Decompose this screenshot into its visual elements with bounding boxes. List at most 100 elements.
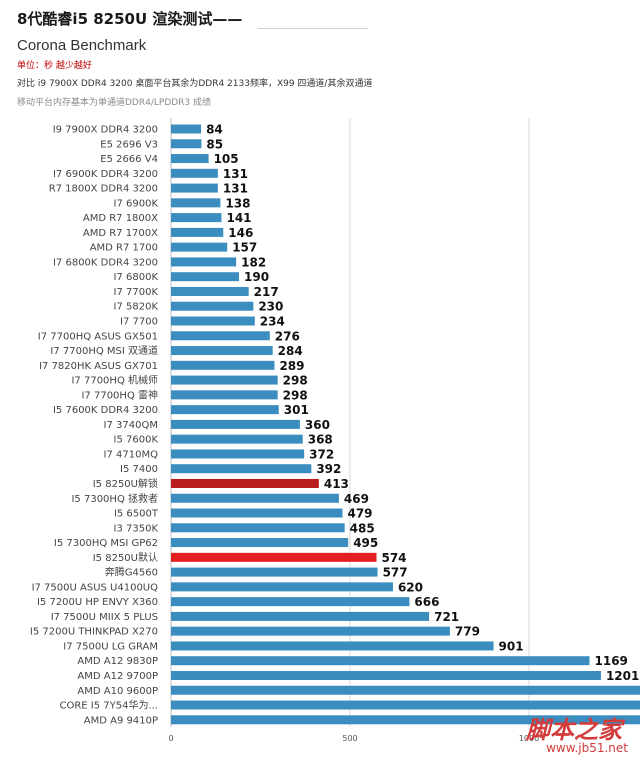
bar bbox=[171, 331, 270, 341]
bar bbox=[171, 597, 410, 607]
data-label: 298 bbox=[283, 374, 308, 388]
category-label: I7 7500U LG GRAM bbox=[63, 641, 158, 652]
data-label: 372 bbox=[309, 447, 334, 461]
bar bbox=[171, 316, 255, 326]
category-label: I5 8250U默认 bbox=[93, 551, 158, 564]
category-label: I5 7200U HP ENVY X360 bbox=[37, 597, 158, 608]
x-tick-label: 1000 bbox=[519, 734, 539, 743]
bar bbox=[171, 242, 228, 252]
category-label: I7 6800K bbox=[114, 272, 159, 283]
category-label: I5 7600K DDR4 3200 bbox=[53, 405, 158, 416]
bar bbox=[171, 213, 222, 223]
category-label: 奔腾G4560 bbox=[105, 566, 158, 579]
data-label: 301 bbox=[284, 403, 309, 417]
data-label: 1201 bbox=[606, 669, 639, 683]
bar bbox=[171, 493, 339, 503]
data-label: 779 bbox=[455, 625, 480, 639]
category-label: I5 7600K bbox=[114, 435, 159, 446]
bar bbox=[171, 715, 640, 725]
category-label: E5 2666 V4 bbox=[100, 154, 158, 165]
category-label: I7 7820HK ASUS GX701 bbox=[39, 361, 158, 372]
bar bbox=[171, 670, 601, 680]
category-label: E5 2696 V3 bbox=[100, 139, 158, 150]
page-title: 8代酷睿i5 8250U 渲染测试—— bbox=[17, 10, 243, 28]
category-label: I7 6800K DDR4 3200 bbox=[53, 257, 158, 268]
category-label: CORE I5 7Y54华为... bbox=[59, 699, 158, 712]
bar bbox=[171, 301, 254, 311]
bar bbox=[171, 552, 377, 562]
bar bbox=[171, 656, 590, 666]
category-label: I7 5820K bbox=[114, 302, 159, 313]
data-label: 469 bbox=[344, 492, 369, 506]
bar bbox=[171, 523, 345, 533]
category-label: AMD R7 1700X bbox=[83, 228, 158, 239]
category-label: I7 7700HQ 机械师 bbox=[71, 374, 158, 387]
bar bbox=[171, 582, 393, 592]
bar bbox=[171, 567, 378, 577]
data-label: 182 bbox=[241, 255, 266, 269]
category-label: I7 7700K bbox=[114, 287, 159, 298]
category-label: I5 7200U THINKPAD X270 bbox=[30, 627, 158, 638]
data-label: 234 bbox=[260, 315, 285, 329]
bar bbox=[171, 198, 221, 208]
data-label: 620 bbox=[398, 580, 423, 594]
bar bbox=[171, 257, 237, 267]
category-label: I7 7500U MIIX 5 PLUS bbox=[51, 612, 158, 623]
data-label: 131 bbox=[223, 182, 248, 196]
data-label: 84 bbox=[206, 123, 223, 137]
data-label: 413 bbox=[324, 477, 349, 491]
category-label: I9 7900X DDR4 3200 bbox=[53, 125, 158, 136]
data-label: 574 bbox=[381, 551, 406, 565]
mobile-platform-note: 移动平台内存基本为单通道DDR4/LPDDR3 成绩 bbox=[17, 98, 212, 108]
category-label: I7 7700HQ MSI 双通道 bbox=[50, 344, 158, 357]
data-label: 495 bbox=[353, 536, 378, 550]
category-label: I5 7300HQ 拯救者 bbox=[71, 492, 158, 505]
bar bbox=[171, 641, 494, 651]
data-label: 105 bbox=[214, 152, 239, 166]
bar bbox=[171, 286, 249, 296]
data-label: 190 bbox=[244, 270, 269, 284]
bar bbox=[171, 434, 303, 444]
bar bbox=[171, 390, 278, 400]
data-label: 666 bbox=[414, 595, 439, 609]
category-label: AMD A9 9410P bbox=[84, 715, 158, 726]
data-label: 1169 bbox=[595, 654, 628, 668]
data-label: 577 bbox=[383, 566, 408, 580]
bar bbox=[171, 685, 640, 695]
title-rule bbox=[258, 28, 368, 29]
bar bbox=[171, 227, 224, 237]
data-label: 368 bbox=[308, 433, 333, 447]
bar bbox=[171, 375, 278, 385]
x-tick-label: 0 bbox=[168, 734, 173, 743]
category-label: AMD A12 9700P bbox=[77, 671, 158, 682]
category-label: I5 8250U解锁 bbox=[93, 477, 158, 490]
category-label: I7 4710MQ bbox=[104, 449, 159, 460]
bar bbox=[171, 346, 273, 356]
bar bbox=[171, 508, 343, 518]
category-label: I7 7500U ASUS U4100UQ bbox=[32, 582, 159, 593]
bar bbox=[171, 272, 240, 282]
bar bbox=[171, 124, 202, 134]
data-label: 157 bbox=[232, 241, 257, 255]
category-label: AMD A10 9600P bbox=[77, 686, 158, 697]
data-label: 284 bbox=[278, 344, 303, 358]
category-label: I7 7700HQ ASUS GX501 bbox=[38, 331, 158, 342]
bar bbox=[171, 626, 450, 636]
data-label: 479 bbox=[347, 507, 372, 521]
category-label: I5 7400 bbox=[120, 464, 158, 475]
bar bbox=[171, 168, 218, 178]
data-label: 131 bbox=[223, 167, 248, 181]
data-label: 901 bbox=[499, 639, 524, 653]
category-label: I3 7350K bbox=[114, 523, 159, 534]
category-label: I7 3740QM bbox=[104, 420, 158, 431]
bar bbox=[171, 449, 305, 459]
data-label: 85 bbox=[206, 137, 223, 151]
watermark-logo: 脚本之家 bbox=[525, 715, 626, 744]
bar bbox=[171, 183, 218, 193]
data-label: 276 bbox=[275, 329, 300, 343]
category-label: AMD A12 9830P bbox=[77, 656, 158, 667]
category-label: I7 7700 bbox=[120, 317, 158, 328]
category-label: R7 1800X DDR4 3200 bbox=[49, 184, 158, 195]
bar bbox=[171, 139, 202, 149]
bar bbox=[171, 154, 209, 164]
